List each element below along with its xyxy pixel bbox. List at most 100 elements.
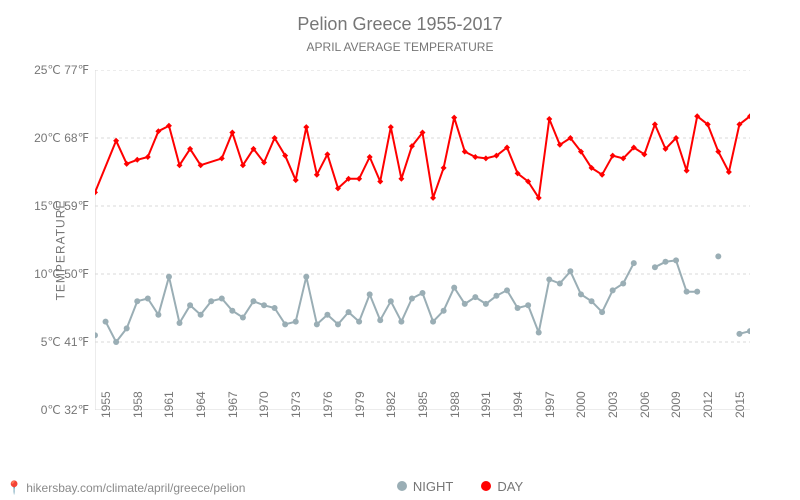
- y-tick-label: 0℃ 32℉: [41, 403, 89, 417]
- y-tick-label: 15℃ 59℉: [34, 199, 89, 213]
- night-series-marker: [441, 308, 447, 314]
- day-series-marker: [124, 161, 130, 167]
- night-series-marker: [124, 325, 130, 331]
- legend-marker-icon: [397, 481, 407, 491]
- night-series-marker: [155, 312, 161, 318]
- night-series-marker: [567, 268, 573, 274]
- night-series-marker: [662, 259, 668, 265]
- night-series-marker: [219, 295, 225, 301]
- x-tick-label: 2003: [606, 391, 620, 418]
- day-series-marker: [483, 155, 489, 161]
- night-series-marker: [673, 257, 679, 263]
- y-tick-label: 5℃ 41℉: [41, 335, 89, 349]
- night-series-marker: [420, 290, 426, 296]
- chart-subtitle: APRIL AVERAGE TEMPERATURE: [0, 40, 800, 54]
- map-pin-icon: 📍: [6, 480, 22, 496]
- x-tick-label: 1997: [543, 391, 557, 418]
- x-tick-label: 1985: [416, 391, 430, 418]
- x-tick-label: 2006: [638, 391, 652, 418]
- night-series-marker: [95, 332, 98, 338]
- day-series-line: [95, 116, 750, 198]
- night-series-marker: [367, 291, 373, 297]
- night-series-marker: [631, 260, 637, 266]
- night-series-marker: [409, 295, 415, 301]
- night-series-marker: [578, 291, 584, 297]
- night-series-marker: [599, 309, 605, 315]
- night-series-marker: [525, 302, 531, 308]
- source-attribution: 📍 hikersbay.com/climate/april/greece/pel…: [6, 480, 245, 496]
- night-series-marker: [451, 285, 457, 291]
- night-series-marker: [515, 305, 521, 311]
- day-series-marker: [377, 179, 383, 185]
- x-tick-label: 2015: [733, 391, 747, 418]
- legend-item: DAY: [481, 479, 523, 494]
- night-series-marker: [398, 319, 404, 325]
- day-series-marker: [145, 154, 151, 160]
- night-series-marker: [261, 302, 267, 308]
- day-series-marker: [398, 176, 404, 182]
- y-tick-label: 10℃ 50℉: [34, 267, 89, 281]
- x-tick-label: 1991: [479, 391, 493, 418]
- night-series-marker: [736, 331, 742, 337]
- night-series-marker: [103, 319, 109, 325]
- day-series-marker: [293, 177, 299, 183]
- night-series-marker: [229, 308, 235, 314]
- x-tick-label: 1988: [448, 391, 462, 418]
- night-series-marker: [493, 293, 499, 299]
- night-series-marker: [504, 287, 510, 293]
- night-series-marker: [557, 281, 563, 287]
- night-series-marker: [472, 294, 478, 300]
- night-series-marker: [546, 276, 552, 282]
- x-tick-label: 1976: [321, 391, 335, 418]
- day-series-marker: [113, 138, 119, 144]
- x-tick-label: 1961: [162, 391, 176, 418]
- plot-area: [95, 70, 750, 410]
- chart-container: Pelion Greece 1955-2017 APRIL AVERAGE TE…: [0, 0, 800, 500]
- x-tick-label: 1970: [257, 391, 271, 418]
- night-series-marker: [536, 329, 542, 335]
- x-tick-label: 1964: [194, 391, 208, 418]
- day-series-marker: [134, 157, 140, 163]
- y-axis-label: TEMPERATURE: [53, 200, 67, 301]
- day-series-marker: [684, 168, 690, 174]
- y-tick-label: 25℃ 77℉: [34, 63, 89, 77]
- night-series-marker: [314, 321, 320, 327]
- x-tick-label: 1994: [511, 391, 525, 418]
- y-tick-label: 20℃ 68℉: [34, 131, 89, 145]
- night-series-marker: [272, 305, 278, 311]
- night-series-marker: [620, 281, 626, 287]
- day-series-marker: [229, 130, 235, 136]
- x-tick-label: 1982: [384, 391, 398, 418]
- night-series-marker: [610, 287, 616, 293]
- plot-svg: [95, 70, 750, 410]
- x-tick-label: 1973: [289, 391, 303, 418]
- night-series-line: [106, 260, 750, 342]
- night-series-marker: [134, 298, 140, 304]
- day-series-marker: [388, 124, 394, 130]
- legend-marker-icon: [481, 481, 491, 491]
- night-series-marker: [430, 319, 436, 325]
- night-series-marker: [113, 339, 119, 345]
- night-series-marker: [208, 298, 214, 304]
- legend-item: NIGHT: [397, 479, 453, 494]
- legend-label: NIGHT: [413, 479, 453, 494]
- night-series-marker: [715, 253, 721, 259]
- night-series-marker: [177, 320, 183, 326]
- day-series-marker: [652, 121, 658, 127]
- night-series-marker: [240, 315, 246, 321]
- night-series-marker: [303, 274, 309, 280]
- night-series-marker: [166, 274, 172, 280]
- night-series-marker: [694, 289, 700, 295]
- x-tick-label: 2009: [669, 391, 683, 418]
- day-series-marker: [451, 115, 457, 121]
- day-series-marker: [546, 116, 552, 122]
- night-series-marker: [282, 321, 288, 327]
- legend-label: DAY: [497, 479, 523, 494]
- night-series-marker: [684, 289, 690, 295]
- x-tick-label: 1979: [353, 391, 367, 418]
- night-series-marker: [747, 328, 750, 334]
- night-series-marker: [483, 301, 489, 307]
- night-series-marker: [652, 264, 658, 270]
- night-series-marker: [589, 298, 595, 304]
- night-series-marker: [250, 298, 256, 304]
